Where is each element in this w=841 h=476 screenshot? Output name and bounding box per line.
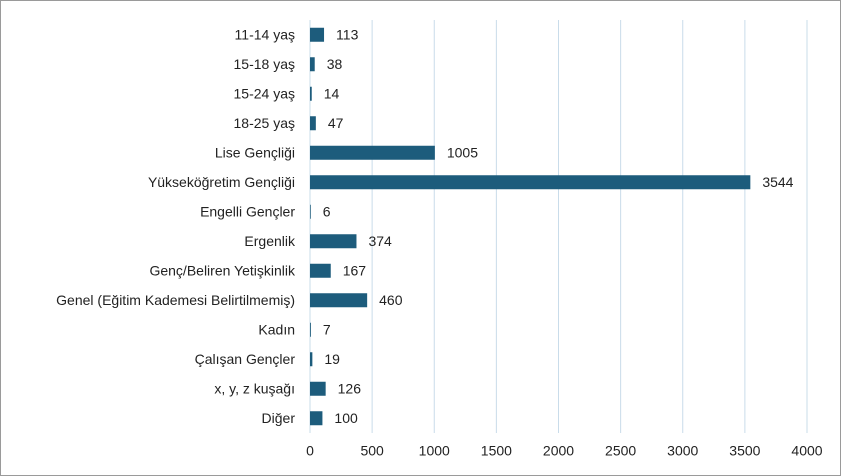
bar [310,381,326,396]
y-tick-label: 15-24 yaş [234,85,295,101]
data-label: 460 [379,292,403,308]
x-tick-label: 4000 [791,443,822,459]
bar [310,204,311,219]
y-tick-label: 18-25 yaş [234,115,295,131]
data-label: 126 [338,380,362,396]
bar [310,116,316,131]
x-tick-label: 500 [360,443,384,459]
x-tick-label: 3500 [729,443,760,459]
data-label: 100 [334,410,358,426]
bar [310,57,315,72]
data-label: 3544 [762,174,793,190]
bar [310,27,325,42]
bar [310,86,312,101]
data-label: 38 [327,56,343,72]
data-label: 113 [336,26,359,42]
x-tick-label: 2000 [543,443,574,459]
y-tick-label: Yükseköğretim Gençliği [148,174,295,190]
y-tick-label: Genel (Eğitim Kademesi Belirtilmemiş) [56,292,295,308]
data-label: 167 [343,262,367,278]
y-tick-label: Ergenlik [244,233,296,249]
data-label: 19 [324,351,340,367]
bar [310,411,323,426]
y-tick-label: 15-18 yaş [234,56,295,72]
data-label: 47 [328,115,344,131]
data-label: 6 [323,203,331,219]
y-tick-label: 11-14 yaş [235,26,295,42]
y-tick-label: Genç/Beliren Yetişkinlik [149,262,296,278]
bar [310,263,331,278]
data-label: 374 [368,233,392,249]
y-tick-label: Çalışan Gençler [195,351,296,367]
data-label: 14 [324,85,340,101]
y-tick-label: Lise Gençliği [215,144,295,160]
x-tick-label: 2500 [605,443,636,459]
y-tick-label: Diğer [262,410,296,426]
bar [310,322,311,337]
x-tick-label: 1000 [419,443,450,459]
x-tick-label: 1500 [481,443,512,459]
y-tick-label: x, y, z kuşağı [214,380,295,396]
bar [310,175,751,190]
x-tick-label: 3000 [667,443,698,459]
data-label: 1005 [447,144,478,160]
bar [310,145,435,160]
data-label: 7 [323,321,331,337]
bar [310,352,313,367]
bar [310,234,357,249]
y-tick-label: Kadın [258,321,295,337]
bar [310,293,368,308]
y-tick-label: Engelli Gençler [200,203,295,219]
x-tick-label: 0 [306,443,314,459]
